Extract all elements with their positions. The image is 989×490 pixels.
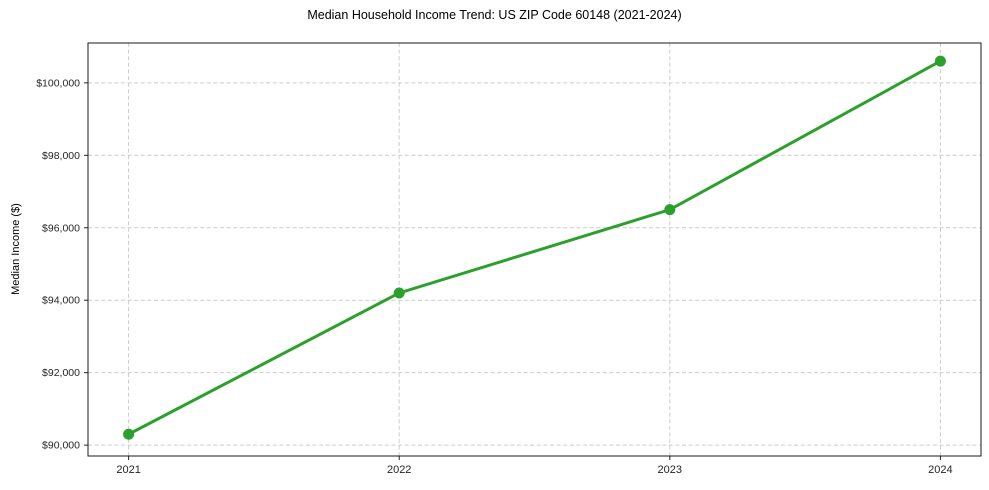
data-point-marker (664, 204, 676, 216)
plot-frame (87, 42, 982, 457)
y-tick-label: $92,000 (42, 367, 80, 379)
x-tick-label: 2022 (387, 464, 411, 476)
data-point-marker (934, 55, 946, 67)
data-point-marker (123, 428, 135, 440)
y-tick-label: $90,000 (42, 440, 80, 452)
y-tick-label: $94,000 (42, 295, 80, 307)
y-tick-label: $98,000 (42, 150, 80, 162)
x-tick-label: 2021 (116, 464, 140, 476)
trend-line (127, 59, 942, 436)
y-tick-label: $100,000 (36, 77, 80, 89)
y-tick-label: $96,000 (42, 222, 80, 234)
chart-title: Median Household Income Trend: US ZIP Co… (307, 8, 682, 22)
x-tick-label: 2024 (928, 464, 952, 476)
data-point-marker (393, 287, 405, 299)
x-tick-label: 2023 (658, 464, 682, 476)
